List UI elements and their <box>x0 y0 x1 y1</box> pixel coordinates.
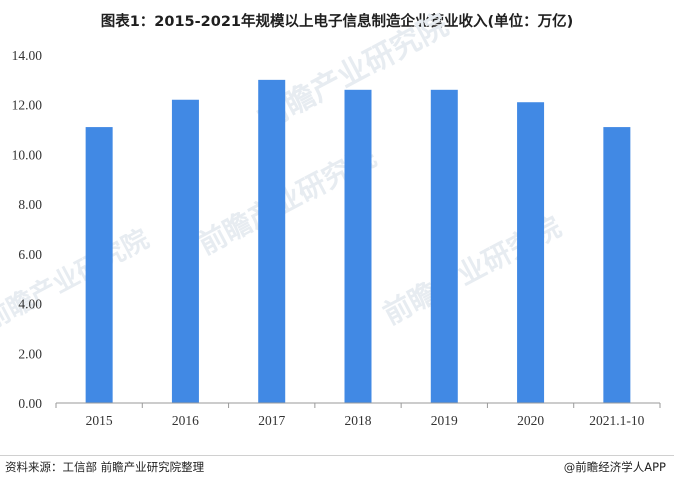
bar <box>258 79 286 403</box>
y-axis: 0.00 2.00 4.00 6.00 8.00 10.00 12.00 14.00 <box>12 48 43 411</box>
y-tick-label: 0.00 <box>18 396 42 411</box>
y-tick-label: 6.00 <box>18 247 42 262</box>
footer-divider <box>0 455 674 456</box>
bar <box>430 89 458 404</box>
bar <box>171 99 199 403</box>
x-tick-label: 2019 <box>431 413 458 428</box>
y-tick-label: 12.00 <box>12 98 43 113</box>
y-tick-label: 2.00 <box>18 346 42 361</box>
x-tick-label: 2018 <box>345 413 372 428</box>
x-tick-label: 2015 <box>86 413 113 428</box>
y-tick-label: 10.00 <box>12 147 43 162</box>
bar <box>85 127 113 403</box>
x-axis: 2015 2016 2017 2018 2019 2020 2021.1-10 <box>55 402 661 428</box>
x-tick-label: 2020 <box>517 413 544 428</box>
source-note: 资料来源：工信部 前瞻产业研究院整理 <box>5 460 205 474</box>
x-tick-label: 2016 <box>172 413 199 428</box>
watermark-text: 前瞻产业研究院 <box>0 223 154 336</box>
bar-series <box>85 79 631 404</box>
chart-title: 图表1：2015-2021年规模以上电子信息制造企业营业收入(单位：万亿) <box>100 14 574 30</box>
x-tick-label: 2021.1-10 <box>589 413 644 428</box>
y-tick-label: 8.00 <box>18 197 42 212</box>
bar <box>344 89 372 404</box>
y-tick-label: 14.00 <box>12 48 43 63</box>
credit-note: @前瞻经济学人APP <box>563 460 666 474</box>
bar <box>603 127 631 403</box>
x-tick-label: 2017 <box>258 413 285 428</box>
bar <box>517 102 545 403</box>
y-tick-label: 4.00 <box>18 297 42 312</box>
